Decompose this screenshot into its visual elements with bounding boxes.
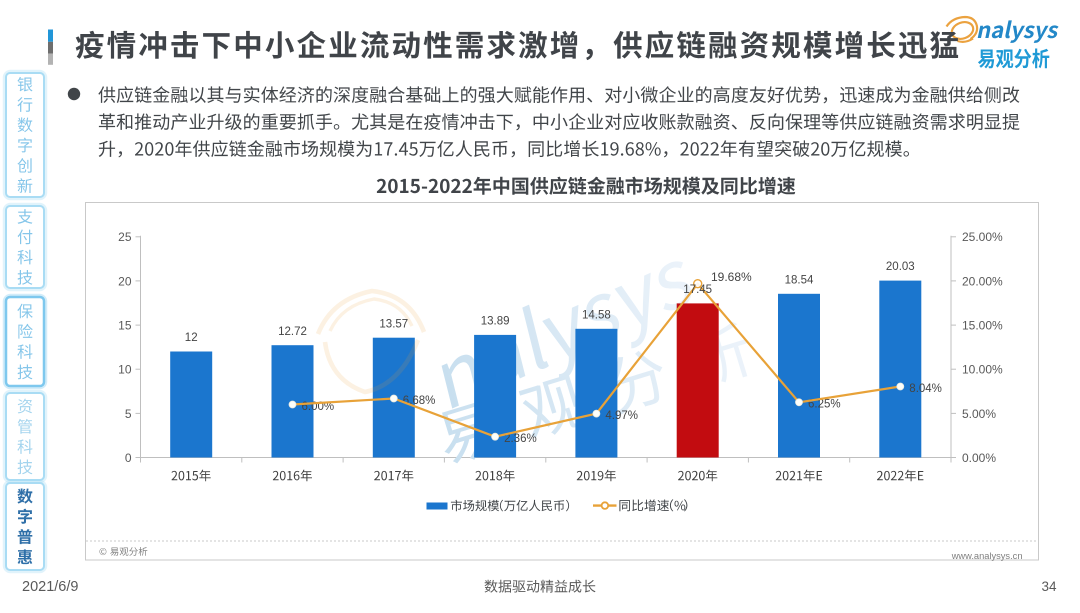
svg-text:6.68%: 6.68%: [403, 395, 436, 407]
svg-text:10: 10: [118, 363, 132, 377]
svg-text:4.97%: 4.97%: [605, 410, 638, 422]
svg-text:18.54: 18.54: [785, 274, 814, 286]
svg-text:13.57: 13.57: [379, 318, 408, 330]
svg-text:12: 12: [185, 332, 198, 344]
svg-text:8.04%: 8.04%: [909, 383, 942, 395]
svg-text:25.00%: 25.00%: [962, 230, 1003, 244]
svg-text:5.00%: 5.00%: [962, 407, 996, 421]
svg-text:0.00%: 0.00%: [962, 451, 996, 465]
svg-text:12.72: 12.72: [278, 326, 307, 338]
svg-text:20: 20: [118, 274, 132, 288]
svg-text:15.00%: 15.00%: [962, 318, 1003, 332]
svg-text:20.03: 20.03: [886, 261, 915, 273]
svg-text:2021/6/9: 2021/6/9: [22, 579, 78, 595]
svg-text:17.45: 17.45: [683, 284, 712, 296]
svg-text:34: 34: [1041, 579, 1057, 594]
svg-text:15: 15: [118, 318, 132, 332]
svg-text:19.68%: 19.68%: [711, 270, 752, 284]
svg-text:13.89: 13.89: [481, 316, 510, 328]
svg-text:14.58: 14.58: [582, 309, 611, 321]
svg-text:10.00%: 10.00%: [962, 363, 1003, 377]
svg-text:25: 25: [118, 230, 132, 244]
svg-text:2.36%: 2.36%: [504, 433, 537, 445]
svg-text:5: 5: [125, 407, 132, 421]
svg-text:www.analysys.cn: www.analysys.cn: [951, 551, 1023, 561]
svg-text:6.25%: 6.25%: [808, 399, 841, 411]
svg-text:0: 0: [125, 451, 132, 465]
svg-text:20.00%: 20.00%: [962, 274, 1003, 288]
